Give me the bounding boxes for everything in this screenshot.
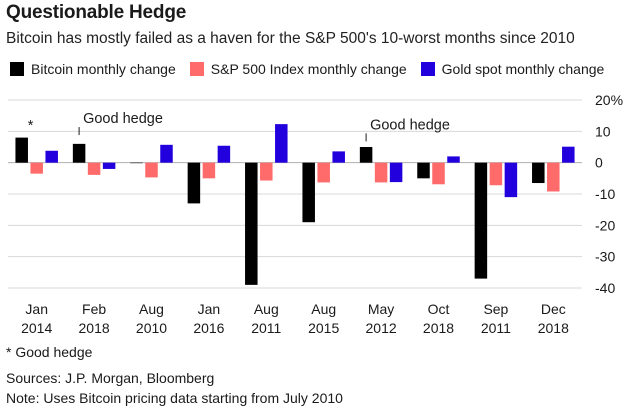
x-tick-label-month: Aug	[139, 301, 164, 317]
annotation-good-hedge: Good hedge	[83, 111, 163, 127]
bar-gold	[389, 162, 403, 183]
annotation-asterisk: *	[28, 118, 34, 134]
x-tick-label-year: 2016	[193, 320, 224, 336]
x-tick-label-year: 2015	[308, 320, 339, 336]
bar-gold	[275, 124, 288, 163]
bar-gold	[504, 162, 518, 198]
y-tick-label: 10	[595, 123, 611, 139]
legend-label-bitcoin: Bitcoin monthly change	[31, 61, 176, 77]
y-tick-label: -40	[595, 280, 615, 296]
x-tick-label-month: May	[368, 301, 394, 317]
bar-bitcoin	[532, 162, 545, 184]
chart-subtitle: Bitcoin has mostly failed as a haven for…	[6, 30, 575, 47]
bar-gold	[332, 151, 345, 163]
bar-sp500	[317, 162, 330, 183]
bar-bitcoin	[417, 162, 430, 179]
y-tick-label: -20	[595, 217, 615, 233]
bar-bitcoin	[474, 162, 488, 279]
y-tick-label: -10	[595, 186, 615, 202]
legend-item-sp500: S&P 500 Index monthly change	[189, 61, 407, 77]
legend-swatch-sp500	[189, 62, 204, 76]
x-tick-label-year: 2018	[79, 320, 110, 336]
bar-bitcoin	[130, 162, 143, 164]
bar-sp500	[260, 162, 273, 181]
bar-sp500	[432, 162, 445, 185]
footnote-note: Note: Uses Bitcoin pricing data starting…	[6, 390, 343, 406]
x-tick-label-year: 2014	[21, 320, 52, 336]
legend-label-sp500: S&P 500 Index monthly change	[210, 61, 407, 77]
chart-title: Questionable Hedge	[6, 2, 187, 23]
bar-gold	[447, 156, 460, 163]
bar-sp500	[374, 162, 388, 183]
x-tick-label-month: Dec	[541, 301, 566, 317]
bar-bitcoin	[359, 147, 373, 163]
bar-sp500	[30, 162, 43, 174]
bar-gold	[160, 144, 173, 163]
x-tick-label-year: 2018	[538, 320, 569, 336]
x-tick-label-month: Jan	[25, 301, 48, 317]
x-tick-label-month: Aug	[311, 301, 336, 317]
y-tick-label: -30	[595, 249, 615, 265]
bar-gold	[102, 162, 116, 169]
bar-bitcoin	[187, 162, 201, 204]
bar-bitcoin	[15, 137, 28, 163]
x-tick-label-month: Feb	[82, 301, 106, 317]
bar-bitcoin	[245, 162, 258, 285]
x-tick-label-year: 2011	[481, 320, 511, 336]
x-tick-label-month: Aug	[254, 301, 279, 317]
bar-sp500	[547, 162, 560, 192]
y-tick-label: 0	[595, 155, 603, 171]
x-tick-label-month: Oct	[428, 301, 450, 317]
footnote-asterisk: * Good hedge	[6, 344, 93, 360]
chart-legend: Bitcoin monthly change S&P 500 Index mon…	[10, 60, 618, 78]
legend-item-gold: Gold spot monthly change	[420, 61, 605, 77]
bar-sp500	[145, 162, 158, 178]
legend-swatch-gold	[420, 62, 435, 76]
x-tick-label-month: Sep	[483, 301, 508, 317]
legend-swatch-bitcoin	[10, 62, 24, 76]
legend-label-gold: Gold spot monthly change	[441, 61, 605, 77]
bar-sp500	[87, 162, 101, 175]
annotation-good-hedge: Good hedge	[370, 117, 450, 133]
bar-sp500	[489, 162, 503, 186]
bar-gold	[562, 146, 575, 163]
legend-item-bitcoin: Bitcoin monthly change	[10, 61, 176, 77]
x-tick-label-year: 2010	[136, 320, 167, 336]
bar-sp500	[202, 162, 216, 179]
y-tick-label: 20%	[595, 92, 623, 108]
bar-bitcoin	[72, 143, 86, 163]
x-tick-label-year: 2012	[366, 320, 397, 336]
x-tick-label-year: 2018	[423, 320, 454, 336]
bar-bitcoin	[302, 162, 315, 223]
x-tick-label-month: Jan	[198, 301, 221, 317]
bar-gold	[45, 150, 58, 163]
x-tick-label-year: 2011	[251, 320, 281, 336]
footnote-sources: Sources: J.P. Morgan, Bloomberg	[6, 370, 215, 386]
bar-gold	[217, 145, 231, 163]
